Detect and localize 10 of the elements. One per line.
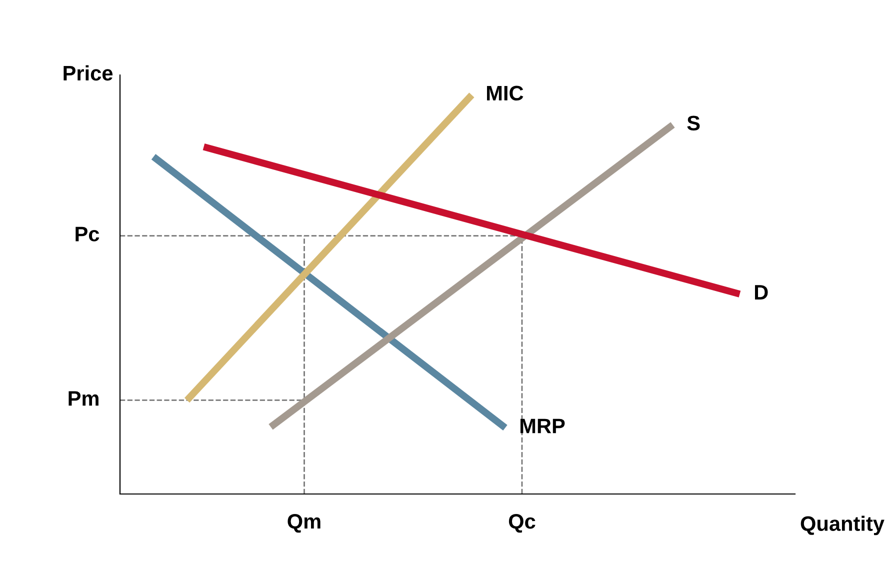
series-label: S — [687, 116, 700, 130]
series-label: D — [755, 285, 768, 300]
ref-line-label: Pc — [76, 226, 100, 242]
x-tick-label: Qm — [288, 514, 320, 533]
series-label: MRP — [520, 418, 565, 434]
y-axis-title: Price — [64, 65, 113, 81]
ref-line-label: Pm — [68, 391, 98, 406]
x-tick-label: Qc — [508, 514, 536, 533]
series-label: MIC — [487, 86, 524, 101]
x-axis-title: Quantity — [800, 516, 884, 536]
